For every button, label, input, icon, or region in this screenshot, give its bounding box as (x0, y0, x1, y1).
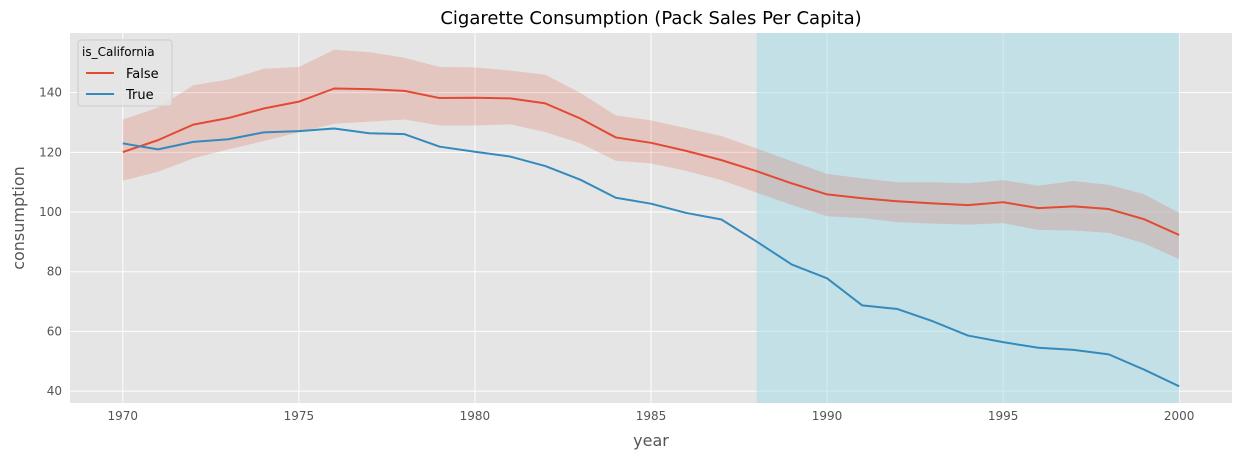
shaded-region-layer (756, 33, 1180, 403)
series-line-false (122, 87, 1180, 236)
legend: is_California False True (77, 39, 173, 107)
legend-label-true: True (125, 88, 154, 103)
series-line-true (122, 127, 1180, 388)
x-tick-label: 2000 (1164, 409, 1195, 423)
x-tick-label: 1985 (636, 409, 667, 423)
y-tick-label: 60 (47, 324, 62, 338)
x-tick-labels: 1970 1975 1980 1985 1990 1995 2000 (108, 409, 1195, 423)
legend-box (77, 39, 173, 107)
y-tick-label: 120 (39, 145, 62, 159)
x-tick-label: 1980 (460, 409, 491, 423)
series-line-layer (122, 87, 1180, 388)
y-tick-label: 140 (39, 86, 62, 100)
x-tick-label: 1970 (108, 409, 139, 423)
legend-title: is_California (82, 45, 155, 59)
y-tick-label: 100 (39, 205, 62, 219)
y-tick-label: 40 (47, 384, 62, 398)
chart-title: Cigarette Consumption (Pack Sales Per Ca… (440, 8, 861, 29)
y-tick-labels: 40 60 80 100 120 140 (39, 86, 62, 398)
x-axis-label: year (633, 431, 669, 450)
legend-label-false: False (126, 67, 159, 82)
confidence-band-layer (122, 49, 1180, 260)
x-tick-label: 1995 (988, 409, 1019, 423)
x-tick-label: 1990 (812, 409, 843, 423)
treatment-period-shade (756, 33, 1180, 403)
x-tick-label: 1975 (284, 409, 315, 423)
confidence-band-false (122, 49, 1180, 260)
y-axis-label: consumption (9, 166, 28, 270)
y-tick-label: 80 (47, 265, 62, 279)
